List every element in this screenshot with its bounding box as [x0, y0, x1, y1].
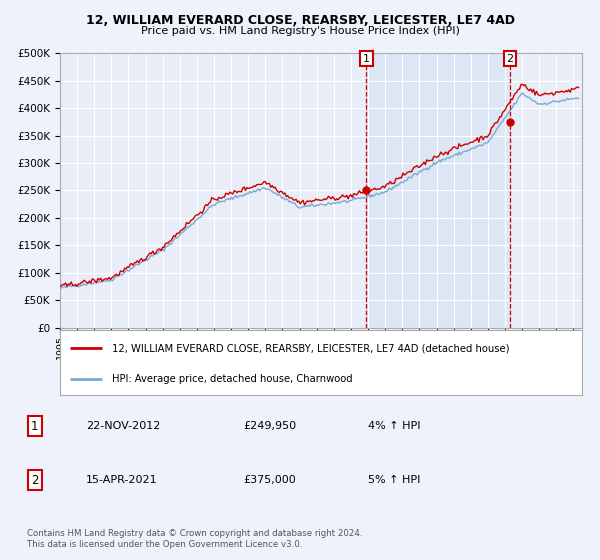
Text: 12, WILLIAM EVERARD CLOSE, REARSBY, LEICESTER, LE7 4AD (detached house): 12, WILLIAM EVERARD CLOSE, REARSBY, LEIC… [112, 343, 510, 353]
Text: £375,000: £375,000 [244, 475, 296, 486]
Text: £249,950: £249,950 [244, 421, 297, 431]
Text: HPI: Average price, detached house, Charnwood: HPI: Average price, detached house, Char… [112, 374, 353, 384]
Text: 15-APR-2021: 15-APR-2021 [86, 475, 157, 486]
Text: 12, WILLIAM EVERARD CLOSE, REARSBY, LEICESTER, LE7 4AD: 12, WILLIAM EVERARD CLOSE, REARSBY, LEIC… [86, 14, 515, 27]
Text: 22-NOV-2012: 22-NOV-2012 [86, 421, 160, 431]
Text: 1: 1 [363, 54, 370, 64]
Text: Contains HM Land Registry data © Crown copyright and database right 2024.
This d: Contains HM Land Registry data © Crown c… [27, 529, 362, 549]
Text: 2: 2 [31, 474, 38, 487]
Text: 1: 1 [31, 420, 38, 433]
Text: 5% ↑ HPI: 5% ↑ HPI [368, 475, 420, 486]
Bar [367, 53, 510, 328]
Text: Price paid vs. HM Land Registry's House Price Index (HPI): Price paid vs. HM Land Registry's House … [140, 26, 460, 36]
Text: 2: 2 [506, 54, 514, 64]
Text: 4% ↑ HPI: 4% ↑ HPI [368, 421, 420, 431]
